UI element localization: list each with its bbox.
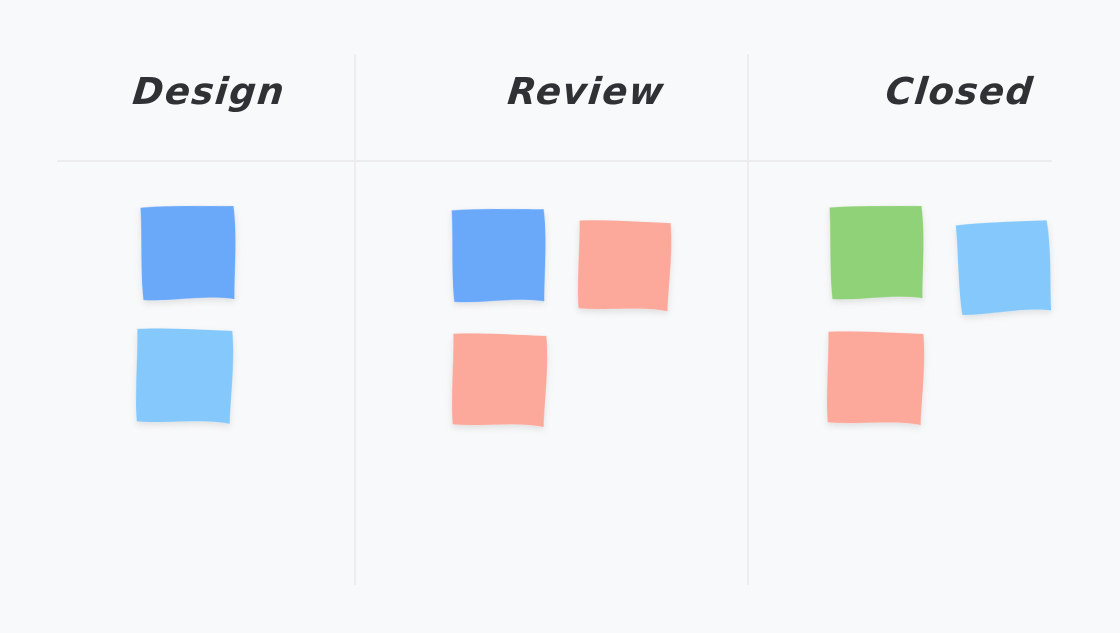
sticky-note-shape xyxy=(826,331,925,426)
column-title-closed: Closed xyxy=(883,70,1037,113)
sticky-note-shape xyxy=(577,220,672,312)
sticky-note[interactable] xyxy=(140,205,236,303)
sticky-note-shape xyxy=(136,328,234,424)
sticky-note[interactable] xyxy=(451,208,546,305)
sticky-note[interactable] xyxy=(451,333,548,429)
column-title-design: Design xyxy=(130,70,288,113)
sticky-note[interactable] xyxy=(135,328,234,426)
sticky-note[interactable] xyxy=(829,205,924,302)
header-divider-horizontal xyxy=(57,160,1052,162)
sticky-note-surface xyxy=(451,208,546,305)
column-divider-vertical xyxy=(354,54,356,585)
sticky-note[interactable] xyxy=(577,220,672,313)
sticky-note-surface xyxy=(140,205,236,303)
sticky-note-shape xyxy=(451,333,548,428)
sticky-note-surface xyxy=(135,328,234,426)
sticky-note-surface xyxy=(829,205,924,302)
sticky-note-surface xyxy=(955,219,1053,317)
sticky-note-surface xyxy=(451,333,548,429)
column-title-review: Review xyxy=(505,70,668,113)
sticky-note[interactable] xyxy=(826,331,925,427)
sticky-note-surface xyxy=(577,220,672,313)
sticky-note-shape xyxy=(451,209,546,303)
sticky-note-shape xyxy=(955,220,1052,315)
sticky-note-surface xyxy=(826,331,925,427)
sticky-note-shape xyxy=(829,205,924,300)
sticky-note-shape xyxy=(140,205,236,301)
sticky-note[interactable] xyxy=(955,219,1053,317)
column-divider-vertical xyxy=(747,54,749,585)
